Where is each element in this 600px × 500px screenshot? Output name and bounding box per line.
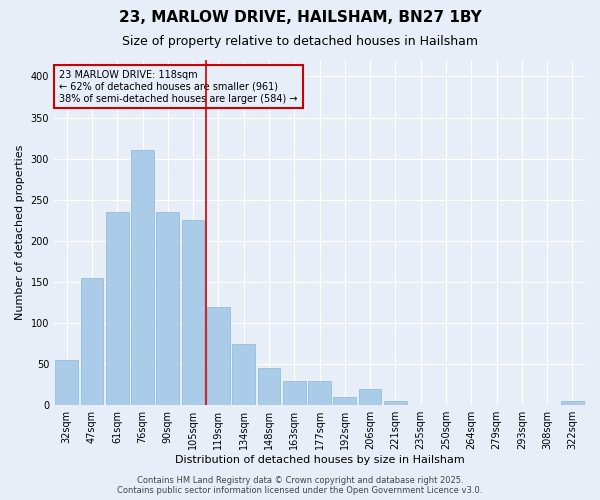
Bar [131, 150, 154, 405]
Bar [359, 389, 382, 405]
Text: Contains HM Land Registry data © Crown copyright and database right 2025.
Contai: Contains HM Land Registry data © Crown c… [118, 476, 482, 495]
Bar [182, 220, 205, 405]
Bar [232, 344, 255, 405]
Bar [80, 278, 103, 405]
Bar [561, 401, 584, 405]
Bar [384, 401, 407, 405]
Bar [55, 360, 78, 405]
Bar [283, 380, 305, 405]
Bar [207, 306, 230, 405]
Text: 23, MARLOW DRIVE, HAILSHAM, BN27 1BY: 23, MARLOW DRIVE, HAILSHAM, BN27 1BY [119, 10, 481, 25]
Y-axis label: Number of detached properties: Number of detached properties [15, 145, 25, 320]
Bar [106, 212, 128, 405]
Bar [257, 368, 280, 405]
Bar [308, 380, 331, 405]
Bar [157, 212, 179, 405]
Text: Size of property relative to detached houses in Hailsham: Size of property relative to detached ho… [122, 35, 478, 48]
X-axis label: Distribution of detached houses by size in Hailsham: Distribution of detached houses by size … [175, 455, 464, 465]
Bar [334, 397, 356, 405]
Text: 23 MARLOW DRIVE: 118sqm
← 62% of detached houses are smaller (961)
38% of semi-d: 23 MARLOW DRIVE: 118sqm ← 62% of detache… [59, 70, 298, 104]
